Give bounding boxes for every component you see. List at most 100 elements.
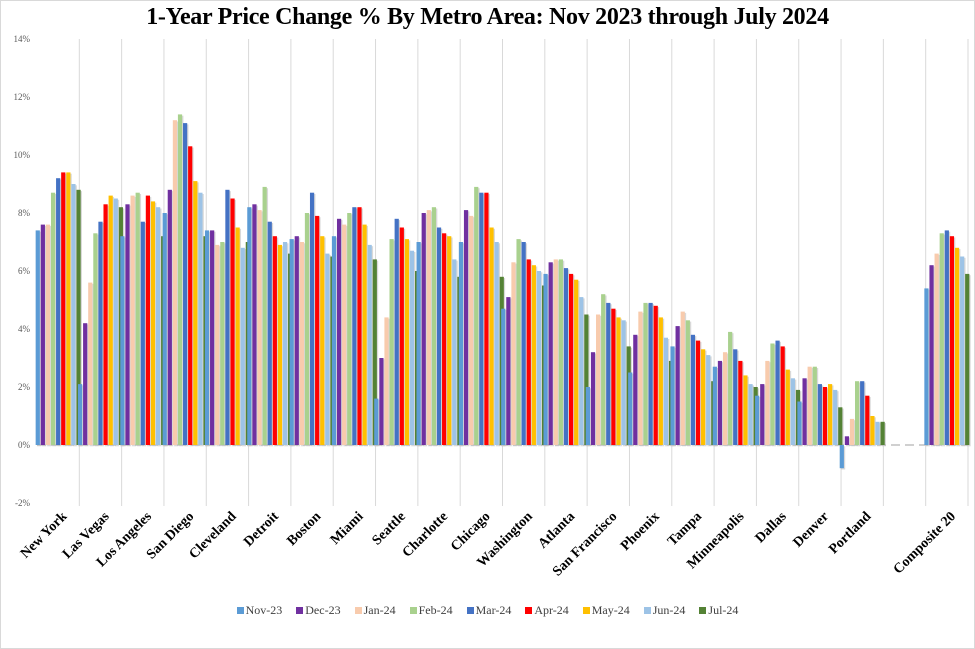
- bar-san-diego-apr-24: [188, 146, 193, 446]
- legend-label: Nov-23: [245, 603, 283, 617]
- bar-cleveland-mar-24: [225, 189, 230, 445]
- bar-atlanta-jan-24: [553, 259, 558, 445]
- bar-portland-nov-23: [839, 445, 844, 469]
- legend-swatch: [643, 607, 651, 614]
- bar-atlanta-dec-23: [548, 262, 553, 445]
- x-tick-label: Composite 20: [891, 509, 959, 577]
- bar-charlotte-apr-24: [442, 233, 447, 445]
- bar-washington-jan-24: [511, 262, 516, 445]
- bar-san-francisco-jan-24: [595, 314, 601, 445]
- legend-swatch: [296, 607, 304, 614]
- bar-tampa-mar-24: [690, 334, 696, 445]
- bar-los-angeles-jun-24: [155, 207, 161, 445]
- bar-minneapolis-jan-24: [722, 352, 728, 445]
- bar-cleveland-feb-24: [220, 242, 225, 445]
- legend-swatch: [409, 607, 417, 614]
- bar-detroit-jan-24: [257, 210, 262, 445]
- bar-new-york-jun-24: [71, 184, 76, 445]
- bar-cleveland-jun-24: [240, 247, 245, 445]
- bar-dallas-feb-24: [770, 343, 775, 445]
- bar-charlotte-feb-24: [431, 207, 437, 445]
- bar-new-york-dec-23: [40, 224, 45, 445]
- bar-minneapolis-dec-23: [717, 360, 723, 445]
- bar-san-diego-may-24: [193, 181, 198, 445]
- bar-composite-20-apr-24: [949, 236, 955, 445]
- bar-washington-nov-23: [501, 308, 506, 445]
- bar-denver-jun-24: [833, 389, 838, 445]
- bar-san-diego-jan-24: [172, 120, 178, 445]
- bar-las-vegas-apr-24: [103, 204, 108, 445]
- bar-portland-jul-24: [880, 421, 885, 445]
- legend-swatch: [582, 607, 590, 614]
- bar-detroit-may-24: [277, 244, 283, 445]
- legend-label: Dec-23: [305, 603, 341, 617]
- bar-phoenix-nov-23: [628, 372, 633, 445]
- bar-new-york-may-24: [66, 172, 71, 445]
- bar-boston-feb-24: [304, 213, 310, 445]
- bar-atlanta-may-24: [574, 279, 579, 445]
- bar-composite-20-may-24: [954, 247, 960, 445]
- bar-washington-may-24: [531, 265, 536, 445]
- legend-item: Nov-23: [236, 603, 283, 618]
- bar-san-francisco-mar-24: [606, 302, 611, 445]
- bar-charlotte-jan-24: [426, 210, 431, 445]
- bar-san-francisco-jun-24: [621, 320, 626, 445]
- bar-detroit-apr-24: [272, 236, 277, 445]
- bar-tampa-apr-24: [695, 340, 701, 445]
- x-tick-label: Denver: [791, 509, 832, 550]
- bar-san-diego-feb-24: [177, 114, 183, 446]
- bar-san-diego-mar-24: [183, 123, 188, 445]
- bar-new-york-mar-24: [56, 178, 61, 445]
- y-tick-label: 4%: [18, 324, 31, 334]
- bar-washington-mar-24: [521, 242, 526, 445]
- bar-detroit-mar-24: [267, 221, 272, 445]
- bar-las-vegas-mar-24: [98, 221, 103, 445]
- legend-label: Jan-24: [363, 603, 396, 617]
- bar-dallas-dec-23: [760, 384, 765, 445]
- bar-new-york-feb-24: [50, 192, 56, 445]
- bar-chicago-nov-23: [458, 242, 464, 445]
- bar-phoenix-jan-24: [638, 311, 643, 445]
- legend-item: Jan-24: [354, 603, 396, 618]
- bar-minneapolis-may-24: [743, 375, 748, 445]
- bar-phoenix-mar-24: [648, 302, 653, 445]
- bar-charlotte-jun-24: [452, 259, 457, 445]
- legend-swatch: [354, 607, 362, 614]
- bar-chicago-dec-23: [463, 210, 469, 445]
- bar-composite-20-dec-23: [929, 265, 934, 445]
- legend: Nov-23 Dec-23 Jan-24 Feb-24 Mar-24 Apr-24 May-…: [0, 603, 975, 618]
- legend-label: Feb-24: [418, 603, 453, 617]
- bar-charlotte-mar-24: [436, 227, 442, 445]
- x-tick-label: Seattle: [370, 509, 409, 548]
- bar-new-york-nov-23: [35, 230, 40, 445]
- bar-minneapolis-jun-24: [748, 384, 753, 445]
- bar-boston-jun-24: [325, 253, 330, 445]
- bar-denver-may-24: [827, 384, 833, 445]
- bar-las-vegas-nov-23: [77, 384, 83, 445]
- bar-portland-jan-24: [849, 418, 855, 445]
- legend-label: Mar-24: [475, 603, 512, 617]
- legend-item: May-24: [582, 603, 630, 618]
- x-tick-label: Cleveland: [187, 509, 240, 562]
- bar-seattle-mar-24: [394, 218, 399, 445]
- bar-charlotte-dec-23: [421, 213, 426, 445]
- bar-minneapolis-feb-24: [728, 331, 733, 445]
- y-tick-label: 8%: [18, 208, 31, 218]
- bar-dallas-jun-24: [790, 378, 795, 445]
- bar-boston-apr-24: [315, 215, 320, 445]
- y-axis: -2% 0% 2% 4% 6% 8% 10% 12% 14%: [14, 34, 31, 508]
- bar-portland-may-24: [870, 416, 875, 445]
- bar-san-francisco-nov-23: [585, 387, 590, 445]
- x-tick-label: Charlotte: [400, 509, 451, 560]
- bar-cleveland-may-24: [235, 227, 240, 445]
- bar-denver-feb-24: [812, 366, 817, 445]
- bar-boston-jan-24: [299, 242, 304, 445]
- bar-boston-mar-24: [309, 192, 315, 445]
- legend-item: Mar-24: [466, 603, 512, 618]
- bar-portland-mar-24: [860, 381, 865, 445]
- x-tick-label: Atlanta: [536, 509, 579, 552]
- bar-detroit-feb-24: [262, 186, 267, 445]
- bar-tampa-dec-23: [675, 326, 680, 445]
- bar-tampa-jan-24: [680, 311, 685, 445]
